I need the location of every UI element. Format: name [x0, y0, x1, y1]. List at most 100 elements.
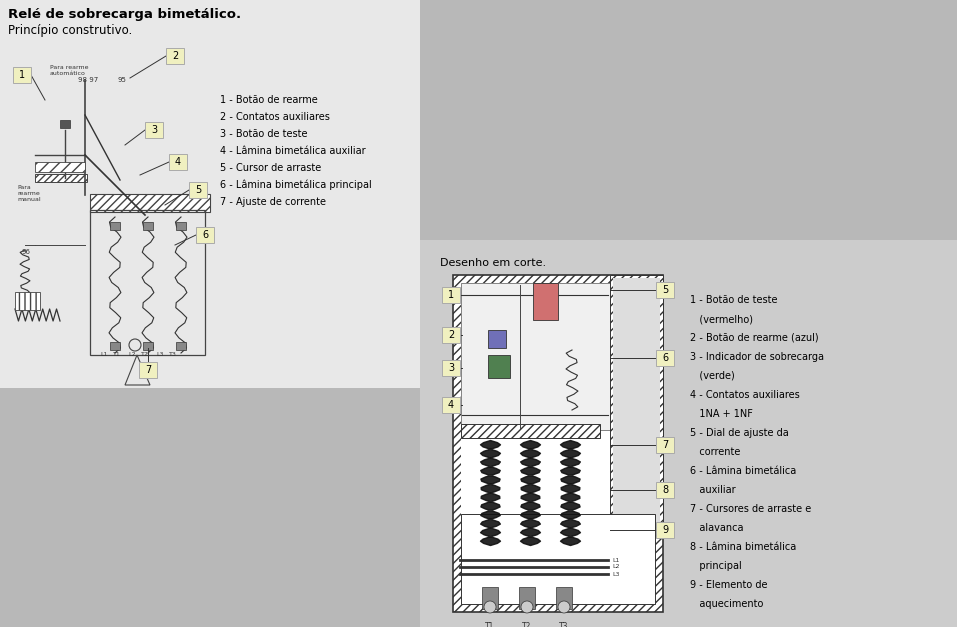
Bar	[461, 283, 655, 604]
Text: 9: 9	[662, 525, 668, 535]
Text: Para rearme
automático: Para rearme automático	[50, 65, 88, 76]
Bar	[488, 355, 510, 378]
Text: 98 97: 98 97	[78, 77, 99, 83]
Text: 3: 3	[151, 125, 157, 135]
Text: 3: 3	[448, 363, 454, 373]
Text: Desenho em corte.: Desenho em corte.	[440, 258, 546, 268]
Text: 3 - Indicador de sobrecarga: 3 - Indicador de sobrecarga	[690, 352, 824, 362]
Bar	[461, 424, 600, 438]
Bar	[60, 120, 70, 128]
Bar	[139, 362, 157, 378]
Text: 95: 95	[118, 77, 126, 83]
Text: 5: 5	[195, 185, 201, 195]
Bar	[420, 240, 957, 627]
Text: 6 - Lâmina bimetálica principal: 6 - Lâmina bimetálica principal	[220, 180, 371, 191]
Text: 8: 8	[662, 485, 668, 495]
Text: T2: T2	[523, 622, 532, 627]
Text: Para
rearme
manual: Para rearme manual	[17, 185, 40, 202]
Text: 2 - Contatos auxiliares: 2 - Contatos auxiliares	[220, 112, 330, 122]
Bar	[110, 342, 120, 350]
Text: L1: L1	[612, 557, 619, 562]
Text: 7: 7	[662, 440, 668, 450]
Bar	[453, 275, 663, 612]
Bar	[145, 122, 163, 138]
Circle shape	[484, 601, 496, 613]
Text: 4 - Contatos auxiliares: 4 - Contatos auxiliares	[690, 390, 800, 400]
Text: T3: T3	[559, 622, 568, 627]
Bar	[442, 397, 460, 413]
Text: L1: L1	[100, 352, 108, 357]
Text: aquecimento: aquecimento	[690, 599, 764, 609]
Bar	[442, 287, 460, 303]
Bar	[656, 350, 674, 366]
Text: alavanca: alavanca	[690, 523, 744, 533]
Text: 5 - Dial de ajuste da: 5 - Dial de ajuste da	[690, 428, 789, 438]
Bar	[442, 360, 460, 376]
Text: 4: 4	[175, 157, 181, 167]
Text: auxiliar: auxiliar	[690, 485, 736, 495]
Bar	[166, 48, 184, 64]
Bar	[656, 482, 674, 498]
Bar	[482, 587, 498, 609]
Bar	[656, 522, 674, 538]
Bar	[196, 227, 214, 243]
Bar	[442, 327, 460, 343]
Bar	[461, 514, 655, 604]
Bar	[176, 342, 186, 350]
Text: T2: T2	[141, 352, 149, 357]
Text: Princípio construtivo.: Princípio construtivo.	[8, 24, 132, 37]
Bar	[13, 67, 31, 83]
Text: 6: 6	[662, 353, 668, 363]
Text: 9 - Elemento de: 9 - Elemento de	[690, 580, 768, 590]
Text: 1: 1	[19, 70, 25, 80]
Text: T3: T3	[169, 352, 177, 357]
Text: 7: 7	[145, 365, 151, 375]
Text: 5: 5	[662, 285, 668, 295]
Text: 96: 96	[22, 249, 31, 255]
Text: 8 - Lâmina bimetálica: 8 - Lâmina bimetálica	[690, 542, 796, 552]
Text: L3: L3	[156, 352, 164, 357]
Bar	[35, 162, 85, 172]
Text: T1: T1	[113, 352, 121, 357]
Bar	[143, 342, 153, 350]
Text: principal: principal	[690, 561, 742, 571]
Text: 1 - Botão de teste: 1 - Botão de teste	[690, 295, 777, 305]
Bar	[533, 283, 558, 320]
Text: 6: 6	[202, 230, 208, 240]
Bar	[143, 222, 153, 230]
Text: (vermelho): (vermelho)	[690, 314, 753, 324]
Text: 4 - Lâmina bimetálica auxiliar: 4 - Lâmina bimetálica auxiliar	[220, 146, 366, 156]
Text: 2 - Botão de rearme (azul): 2 - Botão de rearme (azul)	[690, 333, 818, 343]
Text: 1NA + 1NF: 1NA + 1NF	[690, 409, 753, 419]
Bar	[90, 194, 210, 212]
Bar	[0, 0, 420, 388]
Text: (verde): (verde)	[690, 371, 735, 381]
Text: corrente: corrente	[690, 447, 741, 457]
Bar	[110, 222, 120, 230]
Text: 3 - Botão de teste: 3 - Botão de teste	[220, 129, 307, 139]
Text: Relé de sobrecarga bimetálico.: Relé de sobrecarga bimetálico.	[8, 8, 241, 21]
Bar	[35, 174, 87, 182]
Bar	[656, 437, 674, 453]
Bar	[656, 282, 674, 298]
Bar	[613, 278, 660, 527]
Bar	[556, 587, 572, 609]
Text: L3: L3	[612, 571, 619, 576]
Text: 6 - Lâmina bimetálica: 6 - Lâmina bimetálica	[690, 466, 796, 476]
Bar	[189, 182, 207, 198]
Bar	[176, 222, 186, 230]
Text: 1: 1	[448, 290, 454, 300]
Bar	[519, 587, 535, 609]
Circle shape	[521, 601, 533, 613]
Text: 7 - Cursores de arraste e: 7 - Cursores de arraste e	[690, 504, 812, 514]
Text: L2: L2	[612, 564, 619, 569]
Bar	[169, 154, 187, 170]
Text: 2: 2	[172, 51, 178, 61]
Bar	[488, 330, 506, 348]
Text: 2: 2	[448, 330, 455, 340]
Bar	[90, 210, 205, 355]
Text: 4: 4	[448, 400, 454, 410]
Bar	[15, 292, 40, 310]
Text: T1: T1	[485, 622, 495, 627]
Circle shape	[558, 601, 570, 613]
